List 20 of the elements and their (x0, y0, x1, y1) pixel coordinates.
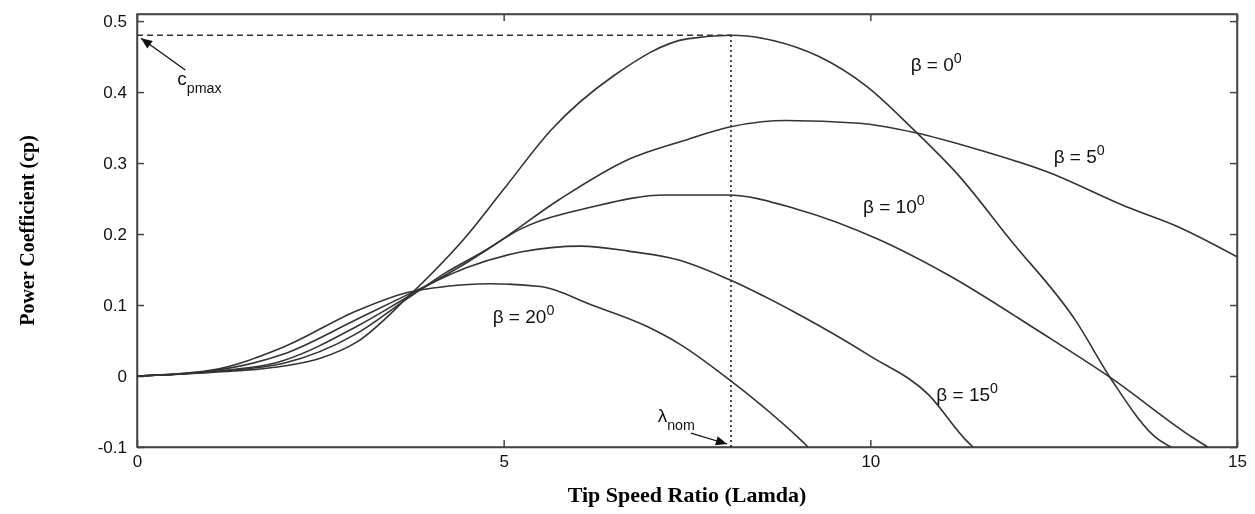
y-tick-label: 0 (117, 366, 127, 386)
y-tick-label: 0.4 (103, 83, 127, 103)
annotation: λ$_{nom}$ (657, 405, 695, 434)
y-tick-label: 0.3 (103, 154, 127, 174)
x-tick-label: 15 (1228, 452, 1247, 472)
series-label: β = 5$^{0}$ (1053, 142, 1105, 168)
series-label: β = 20$^{0}$ (492, 301, 555, 327)
y-tick-label: 0.2 (103, 224, 127, 244)
y-tick-label: -0.1 (97, 437, 127, 457)
series-label: β = 15$^{0}$ (936, 379, 999, 405)
y-axis-title: Power Coefficient (cp) (16, 135, 39, 326)
y-tick-label: 0.5 (103, 12, 127, 32)
annotation: c$_{pmax}$ (177, 67, 222, 96)
x-tick-label: 10 (861, 452, 881, 472)
series-label: β = 10$^{0}$ (863, 191, 925, 217)
x-axis-title: Tip Speed Ratio (Lamda) (567, 482, 807, 507)
x-tick-label: 0 (132, 452, 143, 472)
x-tick-label: 5 (499, 452, 509, 472)
series-label: β = 0$^{0}$ (910, 49, 962, 75)
y-tick-label: 0.1 (103, 295, 127, 315)
